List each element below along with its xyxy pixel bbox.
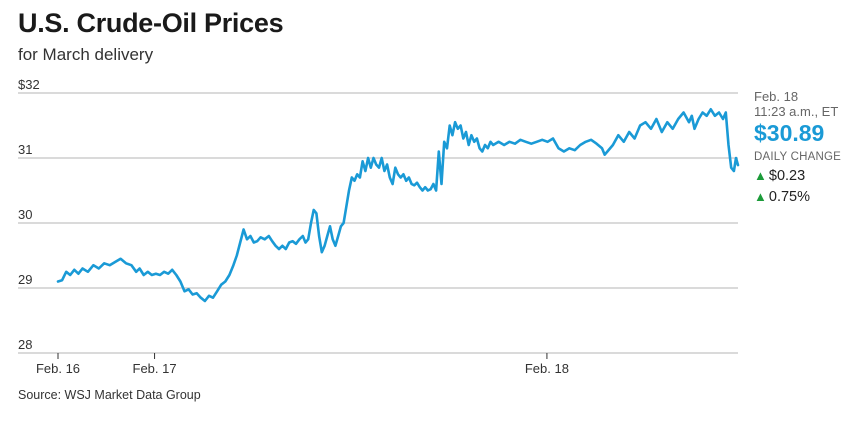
x-tick-label: Feb. 17: [133, 361, 177, 376]
y-tick-label: 29: [18, 272, 32, 287]
daily-change-absolute: ▲ $0.23: [754, 168, 805, 184]
daily-change-label: DAILY CHANGE: [754, 151, 841, 163]
up-arrow-icon: ▲: [754, 168, 767, 183]
chart-subtitle: for March delivery: [18, 45, 154, 64]
source-note: Source: WSJ Market Data Group: [18, 388, 201, 402]
series-layer: [56, 108, 740, 303]
current-price: $30.89: [754, 120, 825, 146]
x-axis-ticks: Feb. 16 Feb. 17 Feb. 18: [36, 353, 569, 376]
last-update-time: 11:23 a.m., ET: [754, 104, 839, 119]
y-tick-label: 30: [18, 207, 32, 222]
change-absolute-value: $0.23: [768, 168, 806, 184]
grid-layer: [18, 92, 738, 354]
change-percent-value: 0.75%: [768, 189, 810, 205]
series-line-0: [56, 108, 740, 303]
y-axis-ticks: $32 31 30 29 28: [18, 77, 40, 352]
last-update-date: Feb. 18: [754, 89, 799, 104]
y-tick-label: 31: [18, 142, 32, 157]
daily-change-percent: ▲ 0.75%: [754, 189, 810, 205]
y-tick-label: 28: [18, 337, 32, 352]
chart-title: U.S. Crude-Oil Prices: [18, 8, 284, 38]
x-tick-label: Feb. 18: [525, 361, 569, 376]
y-tick-label: $32: [18, 77, 40, 92]
up-arrow-icon: ▲: [754, 189, 767, 204]
x-tick-label: Feb. 16: [36, 361, 80, 376]
